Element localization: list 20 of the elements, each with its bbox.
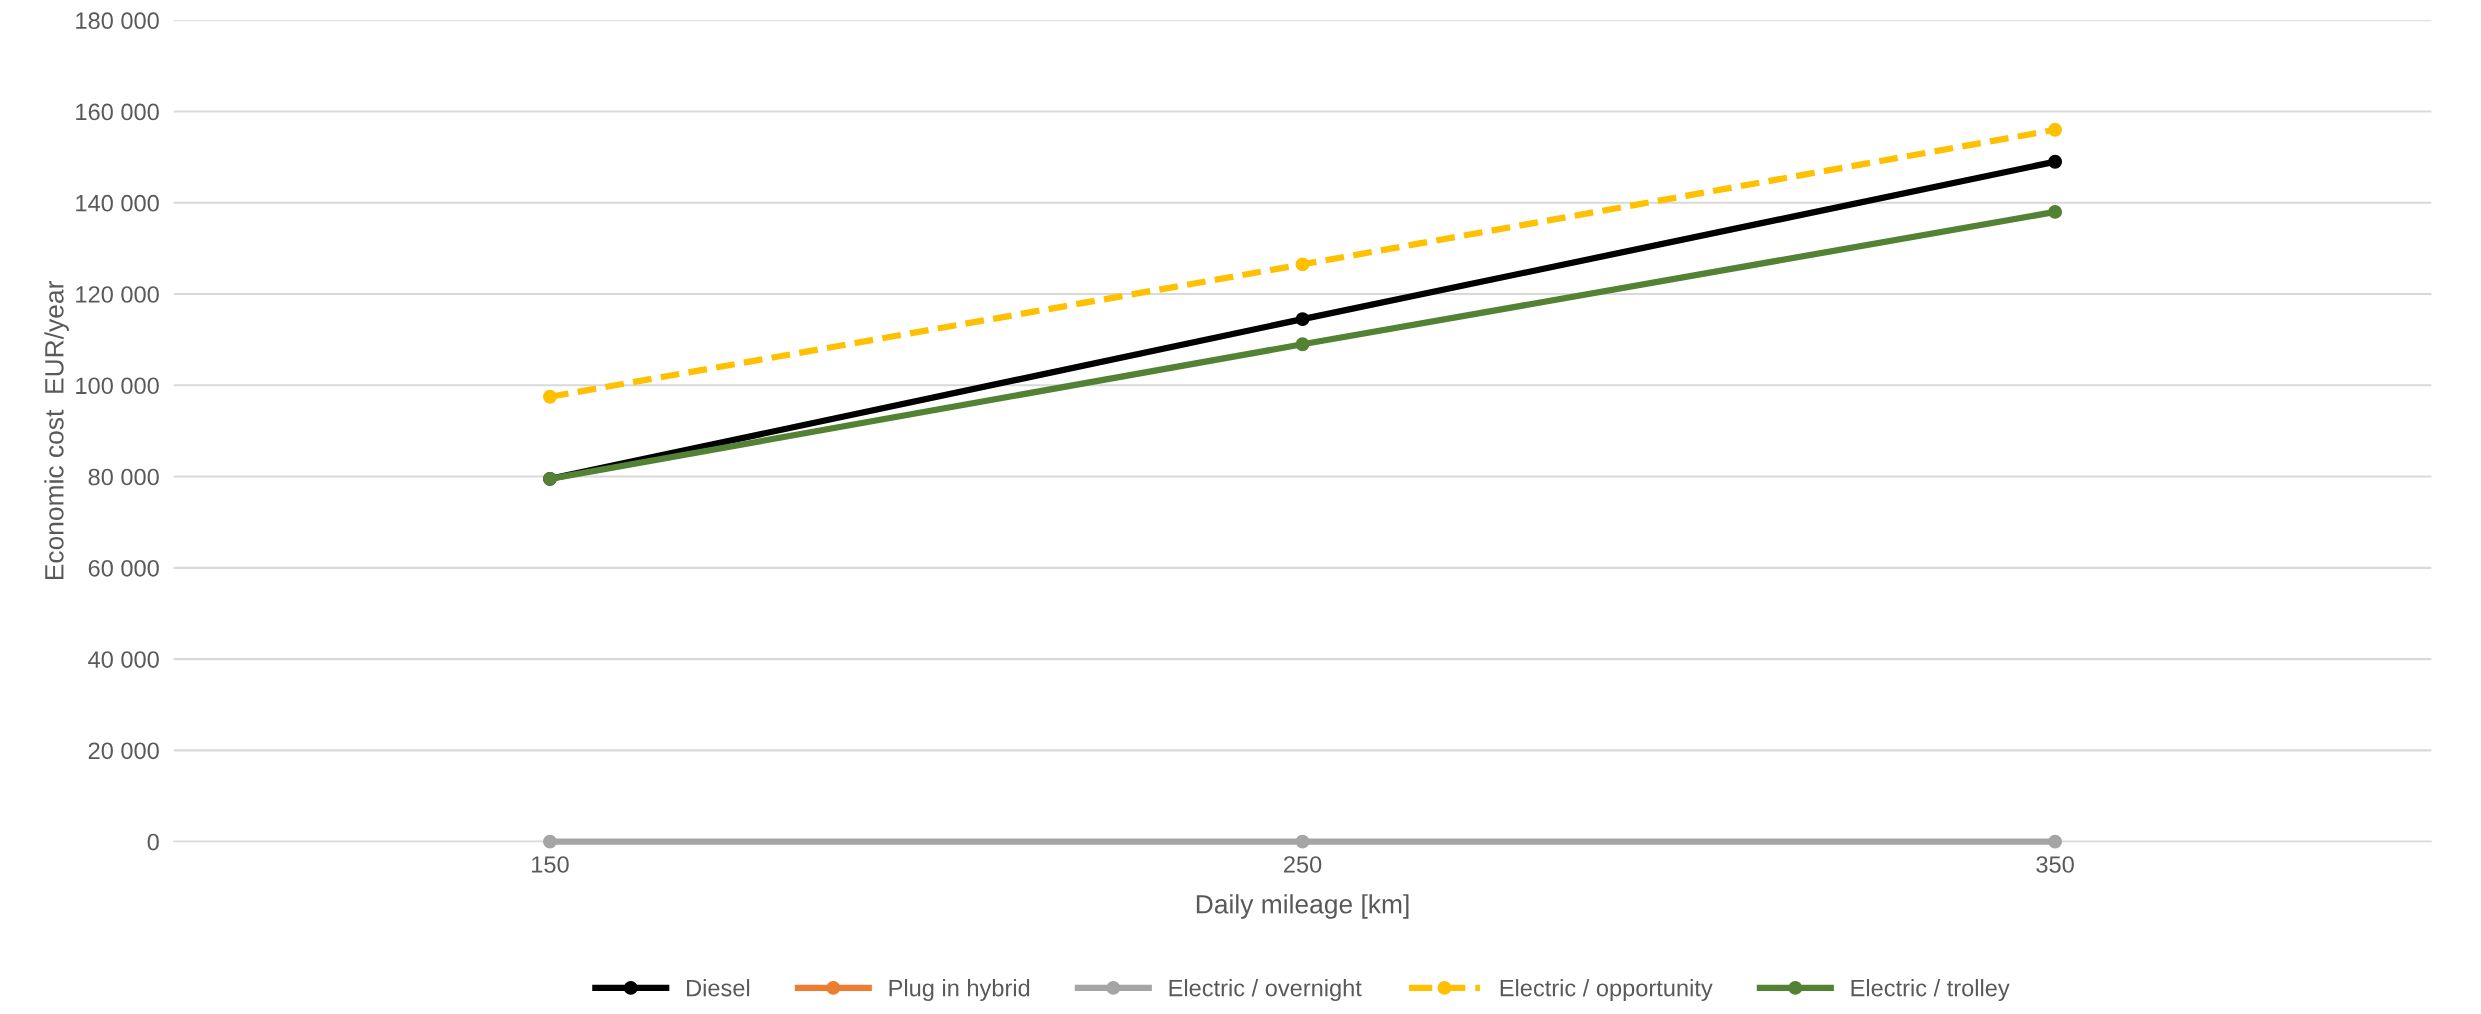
legend-label: Electric / overnight (1169, 979, 1362, 1002)
legend-label: Diesel (687, 979, 750, 997)
x-tick-label: 150 (532, 856, 569, 873)
legend-label: Electric / trolley (1851, 979, 2010, 1002)
y-axis-title: Economic cost EUR/year (44, 281, 69, 580)
y-tick-label: 160 000 (76, 103, 159, 121)
y-tick-label: 60 000 (88, 559, 159, 577)
y-tick-label: 0 (147, 833, 159, 851)
y-tick-label: 80 000 (88, 468, 159, 486)
y-tick-label: 140 000 (76, 194, 159, 212)
y-tick-label: 100 000 (76, 377, 159, 395)
y-tick-label: 20 000 (88, 742, 159, 760)
y-tick-label: 40 000 (88, 651, 159, 668)
x-tick-label: 250 (1284, 856, 1322, 873)
x-tick-label: 350 (2036, 856, 2074, 873)
legend-label: Electric / opportunity (1500, 979, 1713, 1002)
y-tick-label: 120 000 (76, 286, 159, 303)
y-tick-label: 180 000 (76, 12, 159, 30)
legend-label: Plug in hybrid (889, 979, 1030, 1002)
x-axis-title: Daily mileage [km] (1196, 894, 1409, 919)
